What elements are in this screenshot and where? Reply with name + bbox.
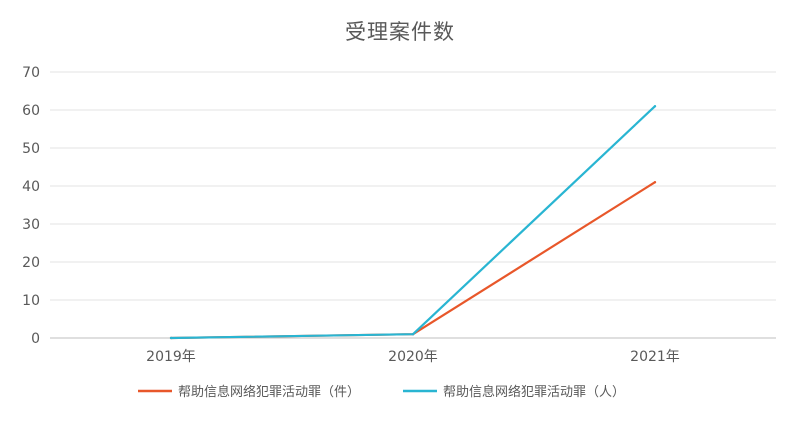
y-tick-label: 10 bbox=[22, 293, 40, 309]
y-tick-label: 60 bbox=[22, 103, 40, 119]
x-tick-label: 2021年 bbox=[630, 349, 680, 365]
x-axis-labels: 2019年 2020年 2021年 bbox=[146, 349, 680, 365]
x-tick-label: 2019年 bbox=[146, 349, 196, 365]
data-point bbox=[653, 105, 657, 108]
y-axis-labels: 0 10 20 30 40 50 60 70 bbox=[22, 65, 40, 347]
y-tick-label: 50 bbox=[22, 141, 40, 157]
data-point bbox=[411, 333, 415, 336]
legend-label: 帮助信息网络犯罪活动罪（人） bbox=[443, 384, 625, 400]
y-tick-label: 30 bbox=[22, 217, 40, 233]
y-tick-label: 70 bbox=[22, 65, 40, 81]
legend-label: 帮助信息网络犯罪活动罪（件） bbox=[178, 384, 360, 400]
legend: 帮助信息网络犯罪活动罪（件） 帮助信息网络犯罪活动罪（人） bbox=[138, 384, 625, 400]
x-tick-label: 2020年 bbox=[388, 349, 438, 365]
y-tick-label: 0 bbox=[31, 331, 40, 347]
gridlines bbox=[50, 71, 776, 339]
series-lines bbox=[169, 105, 657, 340]
data-point bbox=[653, 181, 657, 184]
series-line-1 bbox=[170, 181, 656, 340]
y-tick-label: 40 bbox=[22, 179, 40, 195]
data-point bbox=[169, 336, 173, 340]
series-line-2 bbox=[170, 105, 656, 340]
chart-title: 受理案件数 bbox=[345, 20, 455, 44]
y-tick-label: 20 bbox=[22, 255, 40, 271]
